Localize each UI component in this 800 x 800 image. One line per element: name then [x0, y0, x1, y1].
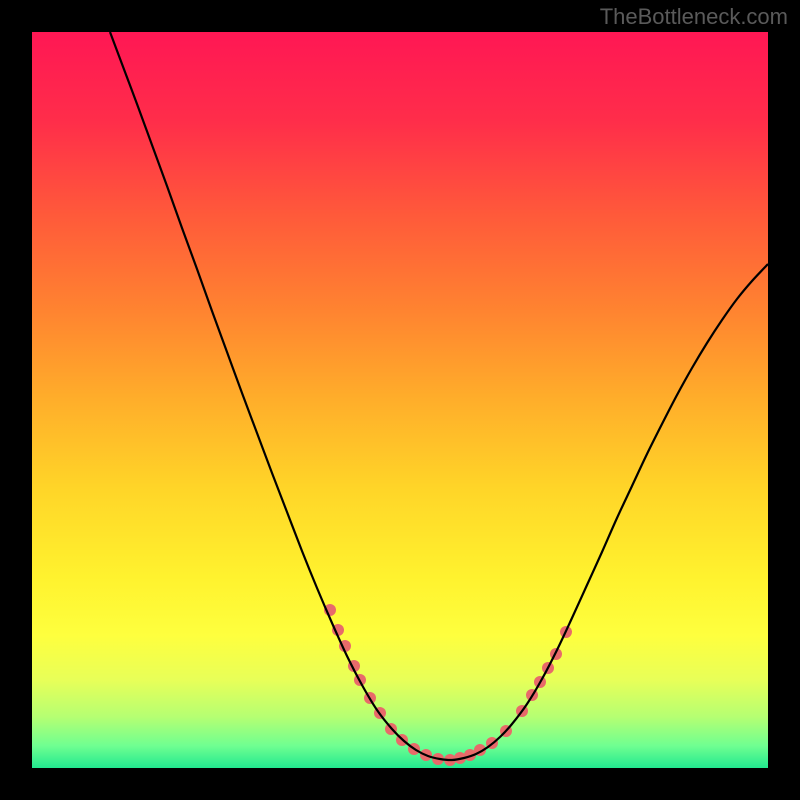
chart-curve-layer [32, 32, 768, 768]
chart-v-curve [110, 32, 768, 760]
watermark-text: TheBottleneck.com [600, 4, 788, 30]
chart-plot-area [32, 32, 768, 768]
